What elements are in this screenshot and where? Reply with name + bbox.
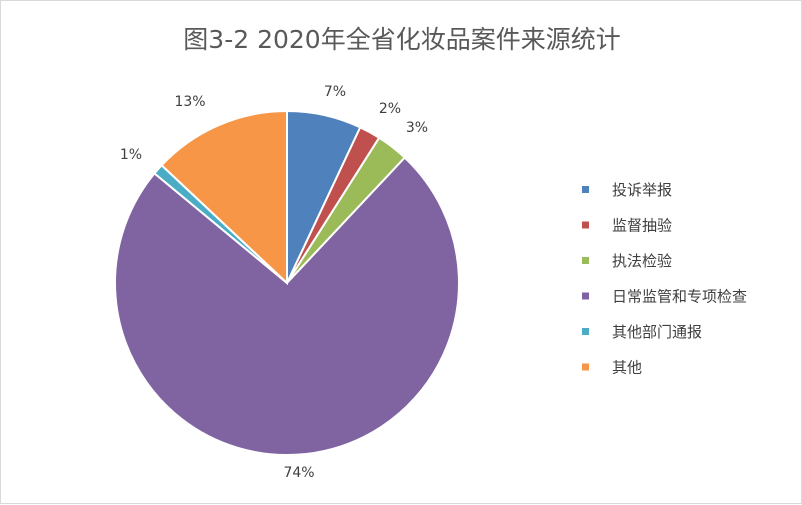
- data-labels: 7% 2% 3% 74% 1% 13%: [120, 84, 428, 481]
- data-label-4: 74%: [283, 465, 314, 481]
- legend-swatch-4: [582, 292, 589, 300]
- data-label-3: 3%: [406, 120, 428, 136]
- data-label-6: 13%: [174, 94, 205, 110]
- legend-label-5: 其他部门通报: [612, 323, 702, 341]
- legend-label-6: 其他: [612, 359, 642, 377]
- pie-slices: [113, 109, 460, 456]
- legend-label-1: 投诉举报: [612, 181, 672, 199]
- data-label-5: 1%: [120, 147, 142, 163]
- data-label-1: 7%: [324, 84, 346, 100]
- legend-swatch-5: [582, 328, 589, 335]
- legend-label-2: 监督抽验: [612, 217, 672, 235]
- pie-slice-4: [113, 156, 460, 456]
- data-label-2: 2%: [379, 101, 401, 117]
- legend-label-4: 日常监管和专项检查: [612, 288, 747, 306]
- legend-swatch-1: [582, 186, 589, 193]
- legend-swatch-6: [582, 363, 589, 371]
- legend-swatch-2: [582, 221, 589, 229]
- pie-slice-6: [160, 109, 288, 286]
- legend-swatch-3: [582, 257, 589, 264]
- legend-label-3: 执法检验: [612, 252, 672, 270]
- chart-title: 图3-2 2020年全省化妆品案件来源统计: [183, 25, 620, 54]
